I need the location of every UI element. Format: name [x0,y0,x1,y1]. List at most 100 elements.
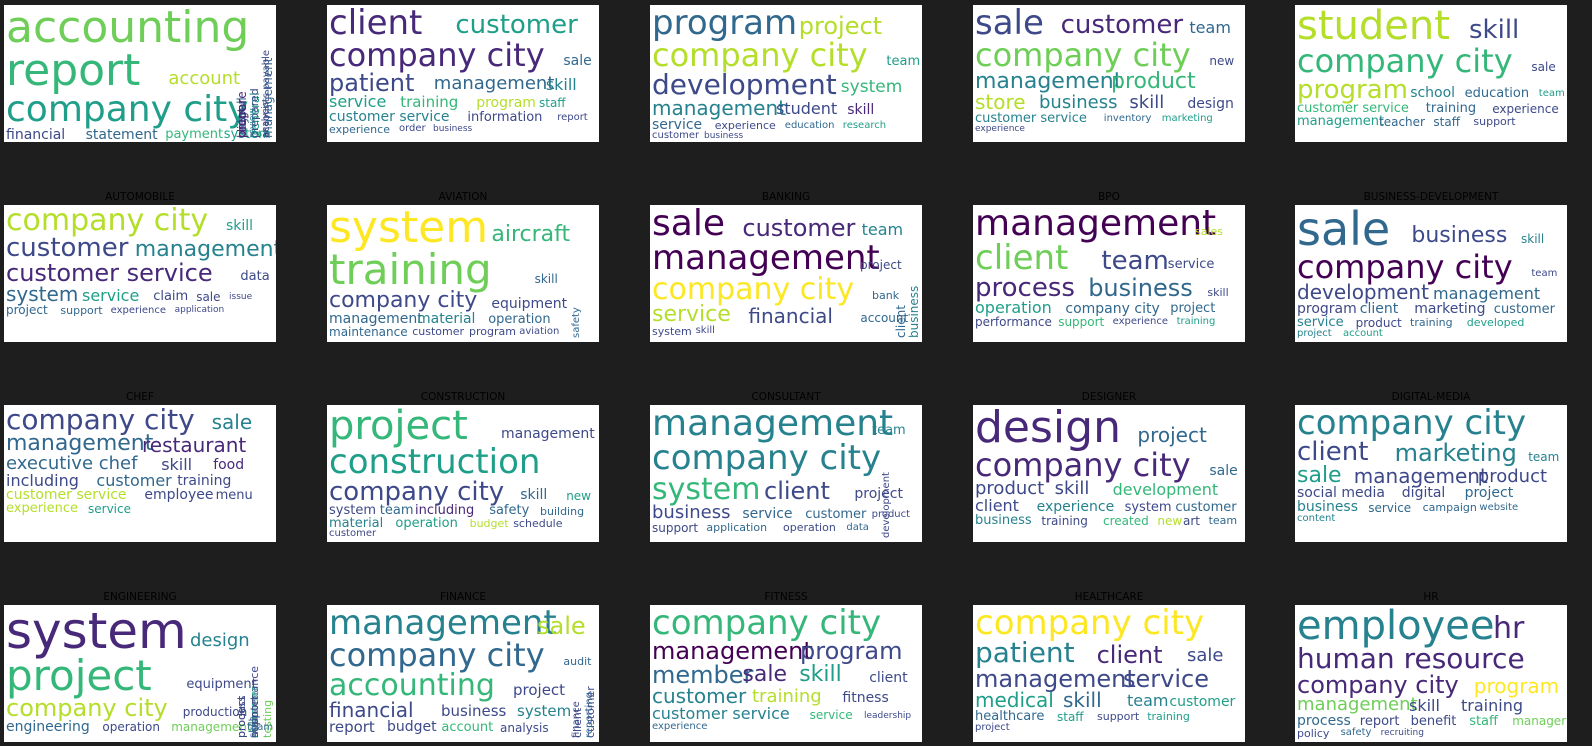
cloud-word: store [975,90,1026,115]
cloud-word: business [975,512,1032,528]
cloud-word: operation [488,311,551,327]
cloud-word: team [1127,691,1169,711]
cloud-word: service [88,501,131,516]
cloud-word: management [652,637,813,666]
cloud-word: student [1297,5,1450,49]
cloud-word: development [1297,280,1429,305]
cloud-word: service [652,302,731,327]
cloud-word: skill [1063,688,1102,713]
cloud-word: skill [799,662,842,688]
cloud-word: application [706,521,768,535]
cloud-word: management [6,431,154,457]
cloud-word: management [134,236,276,262]
cloud-word: customer [412,325,464,339]
cloud-word: account [168,67,241,89]
cloud-word: program [1297,74,1408,105]
cloud-word: equipment [491,295,568,312]
cloud-word: new [566,488,591,503]
cloud-word: information [467,109,543,125]
cloud-word: staff [539,96,566,111]
cloud-word: team [1208,514,1238,528]
panel-title: BPO [1098,191,1120,203]
cloud-word: service [329,92,387,112]
wordcloud-image: company city client marketing sale managemen… [1295,405,1567,542]
cloud-word: skill [1054,478,1090,500]
wordcloud-image: program company city development project man… [650,5,922,142]
cloud-word: staff [1057,709,1084,724]
cloud-word: product [975,478,1045,500]
cloud-word: budget [469,517,509,531]
cloud-word: training [1041,513,1088,528]
cloud-word: analysis [261,101,271,138]
cloud-word: product [1355,315,1402,330]
cloud-word: project [1464,485,1514,502]
cloud-word: patient [975,636,1075,670]
cloud-word: skill [695,325,715,337]
cloud-word: system [652,471,761,507]
cloud-word: skill [847,101,875,118]
cloud-word: business [907,285,921,338]
cloud-word: management [652,238,880,279]
cloud-word: sales [1195,225,1224,238]
cloud-word: business [433,124,473,135]
cloud-word: system [6,282,79,307]
cloud-word: business [1297,499,1359,516]
cloud-word: developed [1466,316,1525,330]
cloud-word: training [1461,695,1523,715]
cloud-word: customer [329,528,377,540]
cloud-word: company city [652,438,882,479]
cloud-word: training [1425,101,1477,117]
cloud-word: medical [975,688,1054,713]
cloud-word: customer service [6,258,213,287]
cloud-word: sale [1297,205,1391,256]
cloud-word: client [1297,437,1369,468]
cloud-word: process [235,695,248,738]
cloud-word: management [1297,694,1418,716]
cloud-word: restaurant [142,433,247,458]
cloud-word: customer [96,470,172,490]
cloud-word: team [1101,245,1169,276]
cloud-word: report [1359,713,1400,729]
cloud-word: business [1411,223,1508,249]
cloud-word: skill [1469,15,1520,46]
cloud-word: budget [387,719,437,736]
cloud-word: customer [1175,499,1237,515]
cloud-word: building [540,504,585,518]
wordcloud-image: design company city project product skill dev… [973,405,1245,542]
cloud-word: bank [872,288,900,302]
wordcloud-image: accounting report company city management ac… [4,5,276,142]
cloud-word: report [329,717,375,736]
wordcloud-image: company city management restaurant sale exec… [4,405,276,542]
cloud-word: recruiting [1380,728,1424,739]
cloud-word: company city [975,36,1191,75]
cloud-word: company city [652,36,868,75]
cloud-word: company city [1297,670,1459,699]
cloud-word: experience [714,119,776,133]
panel-title: BANKING [761,191,811,203]
wordcloud-image: client company city customer patient managem… [327,5,599,142]
cloud-word: project [975,721,1010,733]
cloud-word: sale [1297,462,1342,488]
cloud-word: operation [395,515,458,531]
cloud-word: account [860,311,909,325]
cloud-word: customer service [6,487,127,504]
cloud-word: experience [329,122,390,136]
cloud-word: service [742,506,793,523]
cloud-word: program [1473,673,1560,698]
cloud-word: sale [196,289,221,304]
cloud-word: system [652,324,692,338]
cloud-word: including [6,470,79,490]
cloud-word: new [1209,54,1235,69]
cloud-word: product [871,509,911,521]
cloud-word: company city [6,89,249,131]
cloud-word: experience [110,304,167,316]
cloud-word: management [501,425,595,442]
cloud-word: project [6,303,48,317]
cloud-word: company city [1065,300,1160,317]
cloud-word: training [752,685,822,707]
cloud-word: program [1297,301,1357,318]
cloud-word: review [248,108,258,138]
cloud-word: social media [1297,485,1385,502]
cloud-word: marketing [1414,301,1486,318]
cloud-word: management [975,205,1217,244]
